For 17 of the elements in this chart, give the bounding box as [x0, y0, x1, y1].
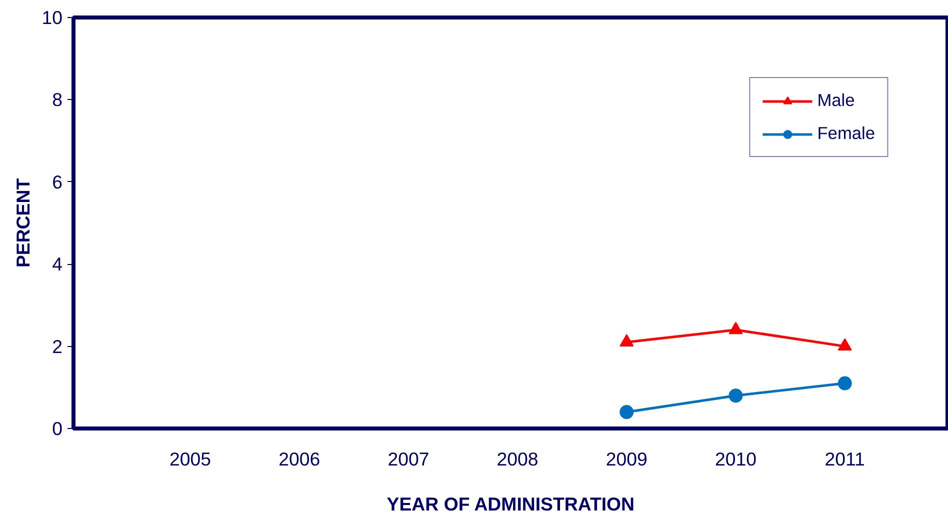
y-tick-label: 8 [52, 89, 63, 110]
x-tick-label: 2011 [824, 448, 865, 470]
y-tick-label: 0 [52, 418, 63, 439]
x-tick-label: 2005 [169, 448, 212, 470]
x-tick-label: 2009 [606, 448, 648, 470]
y-tick-label: 2 [52, 336, 63, 357]
legend-label: Female [817, 123, 875, 144]
x-tick-label: 2006 [278, 448, 320, 470]
x-axis-title: YEAR OF ADMINISTRATION [386, 494, 635, 514]
y-tick-label: 10 [42, 7, 63, 28]
x-tick-label: 2010 [715, 448, 757, 470]
x-tick-label: 2008 [496, 448, 538, 470]
y-axis-title: PERCENT [12, 178, 34, 268]
x-tick-label: 2007 [388, 448, 430, 470]
y-tick-label: 6 [52, 171, 63, 192]
legend-label: Male [817, 90, 855, 111]
y-tick-label: 4 [52, 254, 63, 275]
